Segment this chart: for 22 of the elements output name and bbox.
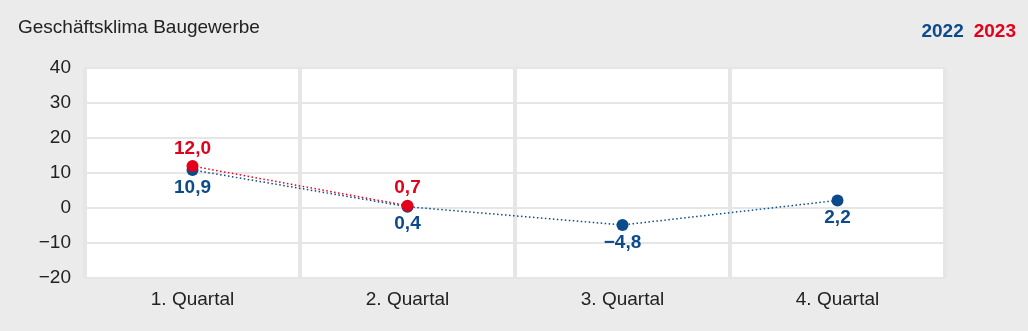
y-tick-label: 0 — [60, 196, 71, 218]
data-label: 0,4 — [394, 212, 422, 234]
y-tick-label: 30 — [49, 91, 71, 113]
x-tick-label: 4. Quartal — [795, 287, 880, 309]
data-label: 12,0 — [174, 136, 211, 158]
x-tick-label: 2. Quartal — [365, 287, 450, 309]
point — [831, 194, 844, 207]
data-label: 2,2 — [824, 206, 851, 228]
x-tick-label: 3. Quartal — [580, 287, 665, 309]
data-label: 0,7 — [394, 176, 421, 198]
y-tick-label: 10 — [49, 161, 71, 183]
data-label: 10,9 — [174, 175, 211, 197]
text: 2022 — [921, 20, 964, 42]
point — [616, 218, 629, 231]
x-tick-label: 1. Quartal — [150, 287, 235, 309]
chart-title: Geschäftsklima Baugewerbe — [18, 16, 260, 38]
y-tick-label: 20 — [49, 126, 71, 148]
y-tick-label: −10 — [38, 231, 71, 253]
data-label: −4,8 — [603, 230, 642, 252]
text: 2023 — [973, 20, 1016, 42]
y-tick-label: 40 — [49, 56, 71, 78]
y-tick-label: −20 — [38, 266, 71, 288]
